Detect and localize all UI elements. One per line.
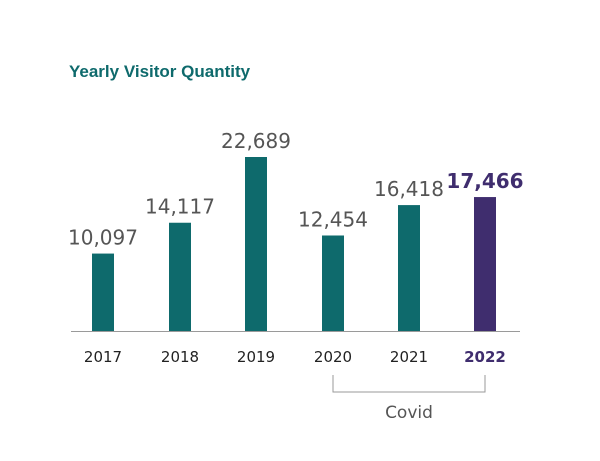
bar-2022 [474,197,496,331]
value-label-2021: 16,418 [374,177,444,201]
bar-2020 [322,235,344,331]
value-label-2022: 17,466 [446,169,523,193]
x-tick-2019: 2019 [237,348,275,366]
chart-title: Yearly Visitor Quantity [69,62,251,81]
x-tick-2022: 2022 [464,348,506,366]
bar-2019 [245,157,267,331]
bar-2018 [169,222,191,331]
x-tick-2017: 2017 [84,348,122,366]
value-label-2019: 22,689 [221,129,291,153]
bar-2021 [398,205,420,331]
value-label-2018: 14,117 [145,195,215,219]
x-tick-2020: 2020 [314,348,352,366]
bar-2017 [92,253,114,331]
x-tick-2021: 2021 [390,348,428,366]
value-label-2020: 12,454 [298,207,368,231]
value-label-2017: 10,097 [68,226,138,250]
covid-annotation: Covid [385,403,433,423]
covid-bracket [332,375,486,393]
x-tick-2018: 2018 [161,348,199,366]
